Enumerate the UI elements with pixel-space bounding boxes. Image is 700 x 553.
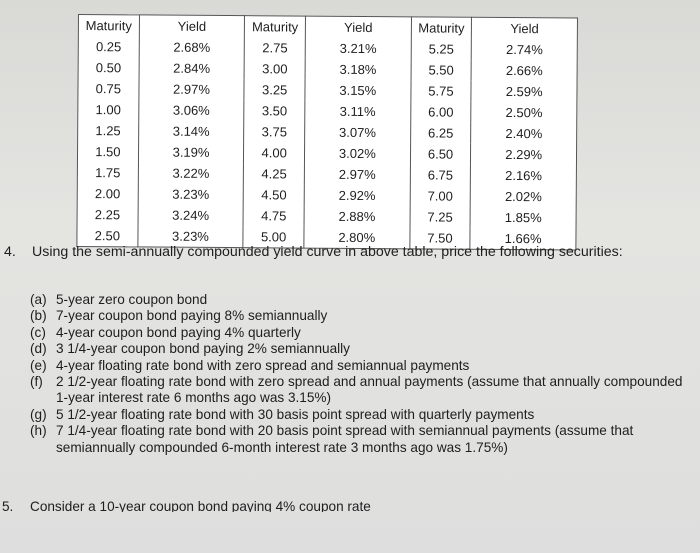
part-text: 3 1/4-year coupon bond paying 2% semiann… [56,341,350,357]
maturity-cell: 0.25 [78,36,140,58]
question-part: (a) 5-year zero coupon bond [30,292,690,308]
yield-cell: 2.40% [470,122,577,145]
question-part: (e) 4-year floating rate bond with zero s… [30,358,690,374]
maturity-cell: 4.75 [243,205,305,227]
maturity-cell: 1.50 [77,141,139,163]
next-question-cutoff: 5. Consider a 10-year coupon bond paying… [2,494,602,512]
maturity-cell: 6.00 [410,101,472,123]
part-letter: (c) [30,324,46,340]
maturity-cell: 5.50 [410,59,472,81]
yield-cell: 2.50% [471,101,577,124]
maturity-cell: 1.75 [77,161,139,184]
yield-cell: 3.07% [304,121,411,144]
maturity-cell: 4.00 [243,142,305,164]
yield-cell: 2.59% [471,80,578,103]
next-question-text: Consider a 10-year coupon bond paying 4%… [30,499,371,512]
part-text: 5 1/2-year floating rate bond with 30 ba… [56,406,535,422]
part-letter: (d) [30,341,47,357]
yield-cell: 2.92% [304,184,410,207]
maturity-cell: 3.75 [243,121,305,143]
question-part: (h) 7 1/4-year floating rate bond with 20… [30,423,690,456]
maturity-cell: 2.00 [77,182,139,205]
part-text: 7-year coupon bond paying 8% semiannuall… [56,308,328,324]
yield-cell: 2.02% [470,185,577,208]
column-header: Yield [471,17,578,40]
yield-cell: 3.14% [138,120,245,143]
maturity-cell: 1.25 [77,120,139,142]
column-header: Yield [305,16,412,39]
yield-cell: 2.97% [304,163,411,186]
maturity-cell: 6.25 [410,122,472,144]
yield-cell: 3.22% [138,162,244,185]
question-part: (g) 5 1/2-year floating rate bond with 30… [30,407,690,423]
column-header: Maturity [410,16,472,39]
part-text: 5-year zero coupon bond [56,292,208,307]
part-letter: (f) [30,374,43,390]
yield-cell: 3.11% [304,100,411,123]
column-header: Maturity [244,15,306,38]
part-text: 7 1/4-year floating rate bond with 20 ba… [56,423,634,455]
yield-cell: 3.02% [304,142,411,165]
maturity-cell: 0.50 [78,57,139,79]
maturity-cell: 5.75 [410,80,472,102]
maturity-cell: 6.75 [409,164,471,186]
yield-cell: 2.97% [138,78,245,101]
yield-cell: 2.88% [304,205,410,228]
maturity-cell: 2.75 [244,37,306,59]
maturity-cell: 4.25 [243,163,305,185]
part-text: 4-year coupon bond paying 4% quarterly [56,324,301,340]
part-text: 4-year floating rate bond with zero spre… [56,357,470,373]
maturity-cell: 3.50 [244,100,305,122]
yield-cell: 3.06% [138,99,245,122]
maturity-cell: 3.25 [244,79,306,101]
yield-cell: 2.66% [471,59,578,82]
yield-cell: 2.74% [471,38,578,61]
question-part: (f) 2 1/2-year floating rate bond with ze… [30,374,690,407]
yield-cell: 3.21% [305,37,411,60]
maturity-cell: 0.75 [77,78,139,100]
maturity-cell: 2.25 [77,203,138,226]
yield-cell: 3.24% [137,204,244,227]
maturity-cell: 3.00 [244,58,306,80]
question-4: 4. Using the semi-annually compounded yie… [4,243,694,261]
question-text: Using the semi-annually compounded yield… [32,244,623,260]
maturity-cell: 7.00 [409,185,471,207]
table-body: 0.25 2.68% 2.75 3.21% 5.25 2.74% 0.50 2.84% 3.00… [76,36,578,250]
question-part: (b) 7-year coupon bond paying 8% semiannu… [30,308,690,324]
question-number: 4. [4,244,16,260]
maturity-cell: 1.00 [77,99,139,121]
next-question-number: 5. [2,499,14,512]
yield-cell: 3.18% [305,58,411,81]
question-parts-list: (a) 5-year zero coupon bond (b) 7-year coup… [30,292,690,456]
yield-cell: 2.84% [138,57,245,80]
yield-cell: 1.85% [470,206,577,229]
part-letter: (h) [30,423,47,439]
yield-curve-table: Maturity Yield Maturity Yield Maturity Y… [76,14,578,251]
column-header: Yield [139,14,245,38]
question-part: (c) 4-year coupon bond paying 4% quarterl… [30,325,690,341]
yield-cell: 3.19% [138,141,244,164]
yield-cell: 2.29% [470,143,577,166]
maturity-cell: 7.25 [409,206,471,228]
part-text: 2 1/2-year floating rate bond with zero … [56,374,683,406]
maturity-cell: 4.50 [243,184,305,206]
part-letter: (g) [30,406,47,422]
yield-cell: 3.15% [304,79,411,102]
column-header: Maturity [78,14,140,37]
part-letter: (b) [30,308,47,324]
yield-cell: 2.68% [138,36,245,59]
maturity-cell: 6.50 [410,143,471,165]
question-part: (d) 3 1/4-year coupon bond paying 2% semi… [30,341,690,357]
part-letter: (a) [30,292,47,307]
yield-cell: 3.23% [137,183,244,206]
yield-cell: 2.16% [470,164,577,187]
maturity-cell: 5.25 [410,38,472,60]
part-letter: (e) [30,357,47,373]
